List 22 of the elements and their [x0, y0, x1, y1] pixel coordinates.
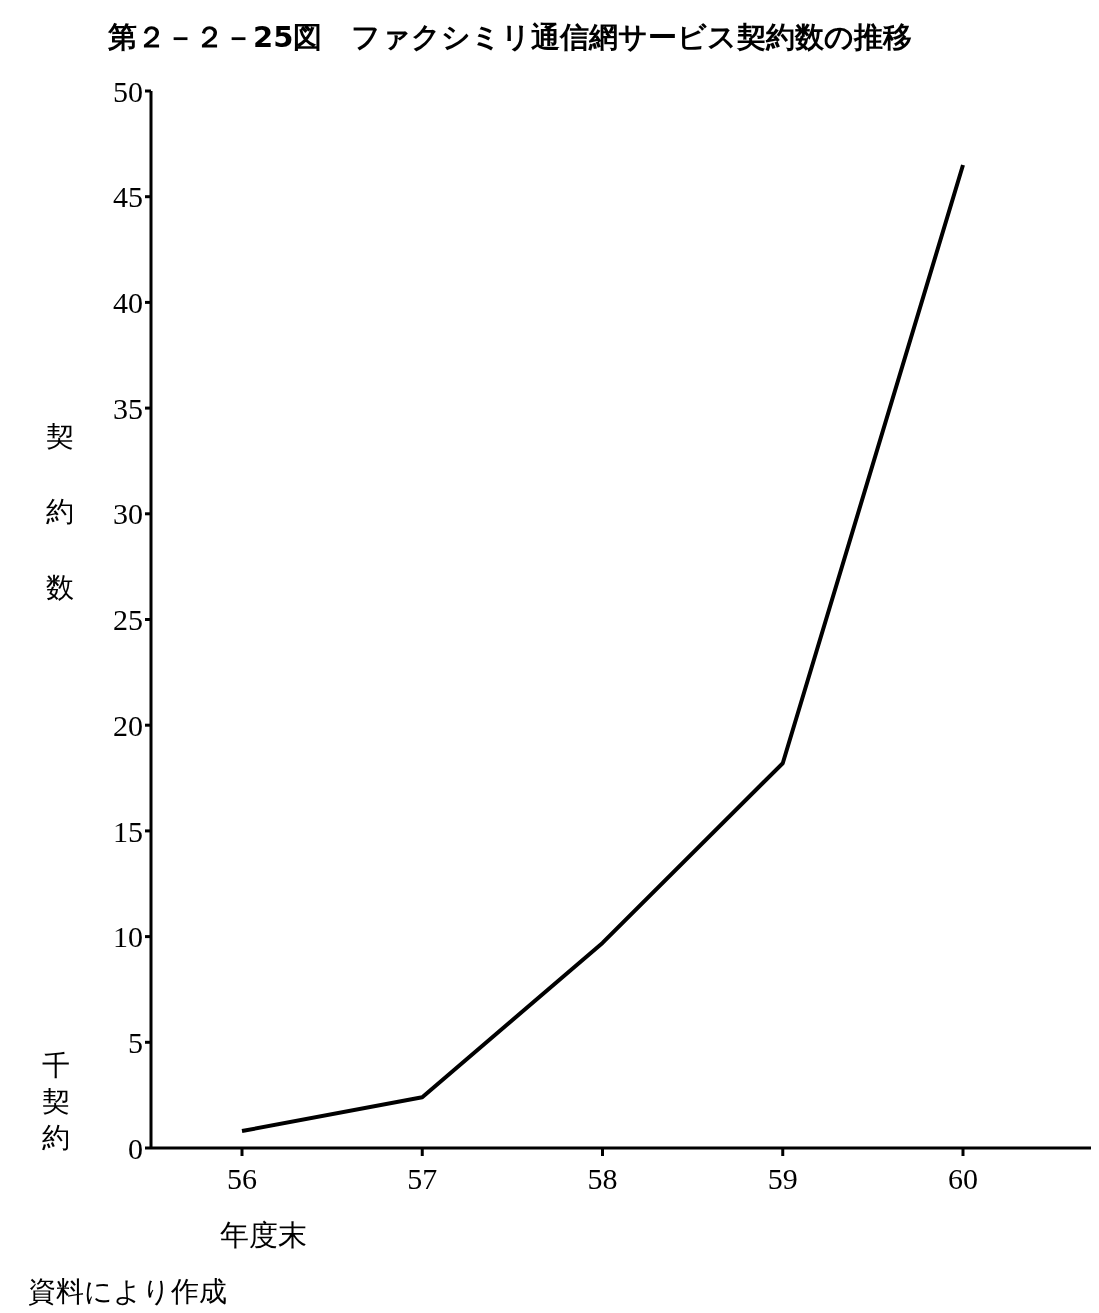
x-axis-title: 年度末 — [220, 1218, 307, 1253]
text: 資料により作成 — [28, 1275, 227, 1309]
y-tick-label: 0 — [128, 1131, 143, 1165]
y-tick-label: 45 — [113, 180, 143, 214]
y-tick-label: 5 — [128, 1025, 143, 1059]
y-tick-label: 15 — [113, 814, 143, 848]
y-tick-label: 30 — [113, 497, 143, 531]
y-tick-label: 10 — [113, 920, 143, 954]
x-tick-label: 58 — [587, 1162, 618, 1196]
x-tick-label: 57 — [407, 1162, 438, 1196]
text: 千契約 — [41, 1049, 71, 1155]
y-tick-label: 35 — [113, 391, 143, 425]
y-tick-label: 50 — [113, 74, 143, 108]
chart-title: 第２－２－25図 ファクシミリ通信網サービス契約数の推移 — [108, 19, 913, 56]
y-tick-label: 25 — [113, 603, 143, 637]
y-axis-title: 契約数 — [43, 400, 76, 628]
x-tick-label: 60 — [948, 1162, 978, 1196]
x-tick-label: 56 — [227, 1162, 257, 1196]
line-series — [240, 162, 965, 1134]
y-tick-label: 20 — [113, 708, 143, 742]
y-tick-label: 40 — [113, 286, 143, 320]
x-tick-label: 59 — [767, 1162, 798, 1196]
